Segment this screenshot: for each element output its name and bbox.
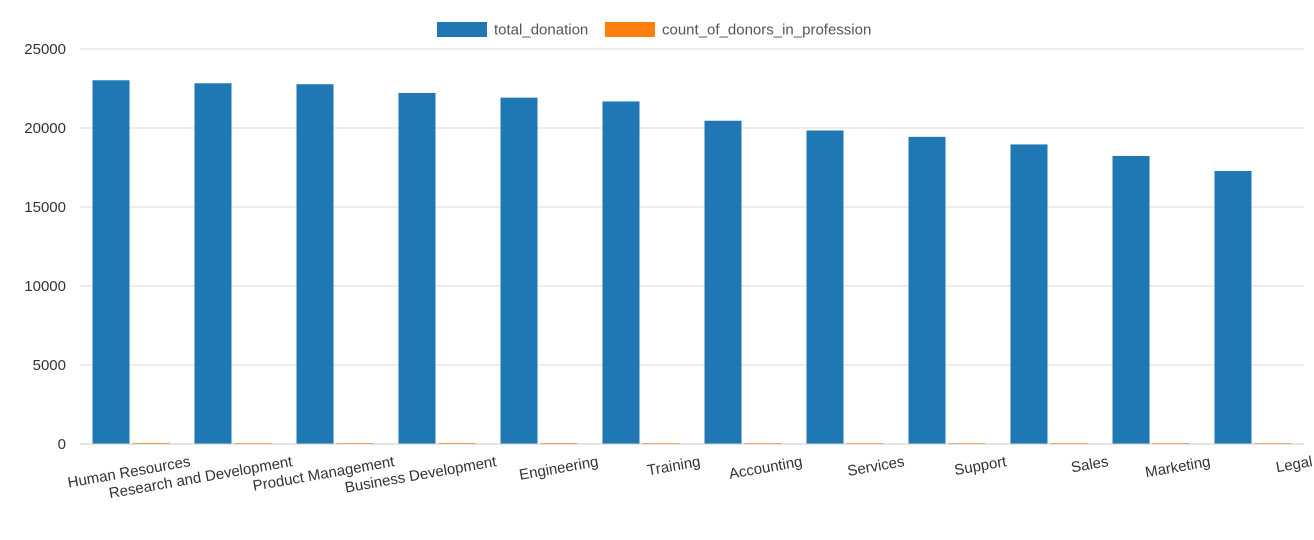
- x-tick-label: Training: [646, 453, 702, 479]
- x-tick-label: Marketing: [1144, 453, 1212, 481]
- bar-total-donation[interactable]: [806, 130, 844, 444]
- bar-total-donation[interactable]: [500, 97, 538, 444]
- bar-total-donation[interactable]: [704, 120, 742, 445]
- x-tick-label: Support: [953, 453, 1009, 479]
- x-tick-label: Services: [846, 453, 906, 480]
- bar-total-donation[interactable]: [194, 83, 232, 444]
- y-tick-label: 5000: [33, 357, 66, 374]
- y-tick-label: 15000: [24, 199, 66, 216]
- y-tick-label: 25000: [24, 41, 66, 58]
- bar-count-of-donors-in-profession[interactable]: [234, 442, 272, 444]
- bar-count-of-donors-in-profession[interactable]: [642, 442, 680, 444]
- bars: [92, 80, 1292, 445]
- bar-count-of-donors-in-profession[interactable]: [336, 442, 374, 444]
- bar-total-donation[interactable]: [1112, 155, 1150, 444]
- y-tick-label: 20000: [24, 120, 66, 137]
- legend: total_donation count_of_donors_in_profess…: [437, 22, 871, 39]
- y-tick-label: 10000: [24, 278, 66, 295]
- legend-swatch: [437, 22, 487, 37]
- x-tick-label: Legal: [1275, 453, 1314, 476]
- bar-total-donation[interactable]: [908, 136, 946, 444]
- y-tick-label: 0: [58, 436, 66, 453]
- legend-label: count_of_donors_in_profession: [662, 22, 871, 39]
- x-tick-label: Engineering: [518, 453, 600, 484]
- legend-item-count-of-donors-in-profession[interactable]: count_of_donors_in_profession: [605, 22, 871, 39]
- bar-count-of-donors-in-profession[interactable]: [132, 442, 170, 444]
- bar-count-of-donors-in-profession[interactable]: [540, 442, 578, 444]
- legend-swatch: [605, 22, 655, 37]
- legend-label: total_donation: [494, 22, 588, 39]
- bar-count-of-donors-in-profession[interactable]: [438, 442, 476, 444]
- x-tick-label: Accounting: [728, 453, 804, 483]
- bar-total-donation[interactable]: [398, 92, 436, 444]
- x-tick-label: Sales: [1070, 453, 1110, 476]
- bar-total-donation[interactable]: [296, 84, 334, 444]
- bar-total-donation[interactable]: [1010, 144, 1048, 444]
- legend-item-total-donation[interactable]: total_donation: [437, 22, 588, 39]
- bar-total-donation[interactable]: [1214, 170, 1252, 444]
- bar-total-donation[interactable]: [602, 101, 640, 445]
- bar-total-donation[interactable]: [92, 80, 130, 444]
- gridlines: [80, 48, 1304, 366]
